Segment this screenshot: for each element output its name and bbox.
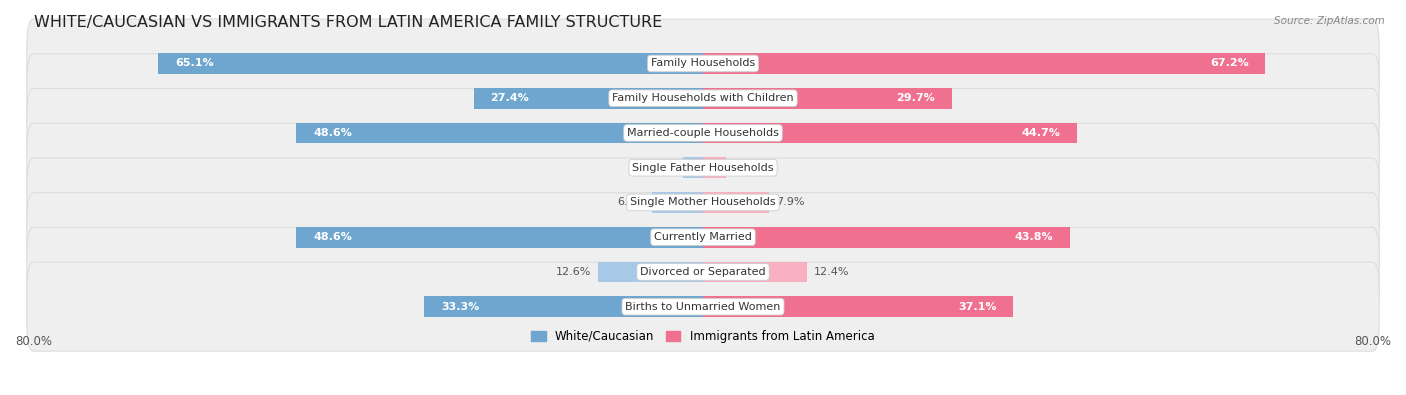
Text: 12.6%: 12.6% — [555, 267, 591, 277]
Text: Family Households: Family Households — [651, 58, 755, 68]
Legend: White/Caucasian, Immigrants from Latin America: White/Caucasian, Immigrants from Latin A… — [527, 326, 879, 346]
Bar — [703, 122, 1077, 143]
Text: 29.7%: 29.7% — [896, 93, 935, 103]
Bar — [703, 227, 1070, 248]
Bar — [703, 88, 952, 109]
Text: Divorced or Separated: Divorced or Separated — [640, 267, 766, 277]
Text: Births to Unmarried Women: Births to Unmarried Women — [626, 302, 780, 312]
Text: 27.4%: 27.4% — [491, 93, 529, 103]
Text: 48.6%: 48.6% — [314, 128, 352, 138]
Text: 33.3%: 33.3% — [441, 302, 479, 312]
FancyBboxPatch shape — [27, 158, 1379, 247]
Text: Single Father Households: Single Father Households — [633, 163, 773, 173]
Bar — [297, 227, 703, 248]
Text: 67.2%: 67.2% — [1211, 58, 1249, 68]
Text: 44.7%: 44.7% — [1022, 128, 1060, 138]
FancyBboxPatch shape — [27, 54, 1379, 143]
Text: 37.1%: 37.1% — [959, 302, 997, 312]
Text: 43.8%: 43.8% — [1014, 232, 1053, 242]
Text: Family Households with Children: Family Households with Children — [612, 93, 794, 103]
Text: 65.1%: 65.1% — [174, 58, 214, 68]
Text: Currently Married: Currently Married — [654, 232, 752, 242]
Text: 48.6%: 48.6% — [314, 232, 352, 242]
Bar — [652, 192, 703, 213]
Text: 2.8%: 2.8% — [733, 163, 762, 173]
Bar — [598, 261, 703, 282]
Bar — [703, 296, 1014, 317]
Text: 2.4%: 2.4% — [648, 163, 676, 173]
Bar — [159, 53, 703, 74]
Text: WHITE/CAUCASIAN VS IMMIGRANTS FROM LATIN AMERICA FAMILY STRUCTURE: WHITE/CAUCASIAN VS IMMIGRANTS FROM LATIN… — [34, 15, 662, 30]
Bar — [474, 88, 703, 109]
Text: 12.4%: 12.4% — [814, 267, 849, 277]
Bar — [703, 157, 727, 178]
Bar — [703, 261, 807, 282]
Text: Single Mother Households: Single Mother Households — [630, 198, 776, 207]
Bar — [425, 296, 703, 317]
FancyBboxPatch shape — [27, 88, 1379, 177]
Bar — [703, 53, 1265, 74]
FancyBboxPatch shape — [27, 19, 1379, 108]
Text: 7.9%: 7.9% — [776, 198, 804, 207]
Bar — [683, 157, 703, 178]
Text: 6.1%: 6.1% — [617, 198, 645, 207]
Bar — [297, 122, 703, 143]
Bar — [703, 192, 769, 213]
FancyBboxPatch shape — [27, 193, 1379, 282]
FancyBboxPatch shape — [27, 262, 1379, 351]
FancyBboxPatch shape — [27, 228, 1379, 316]
Text: Source: ZipAtlas.com: Source: ZipAtlas.com — [1274, 16, 1385, 26]
FancyBboxPatch shape — [27, 123, 1379, 212]
Text: Married-couple Households: Married-couple Households — [627, 128, 779, 138]
